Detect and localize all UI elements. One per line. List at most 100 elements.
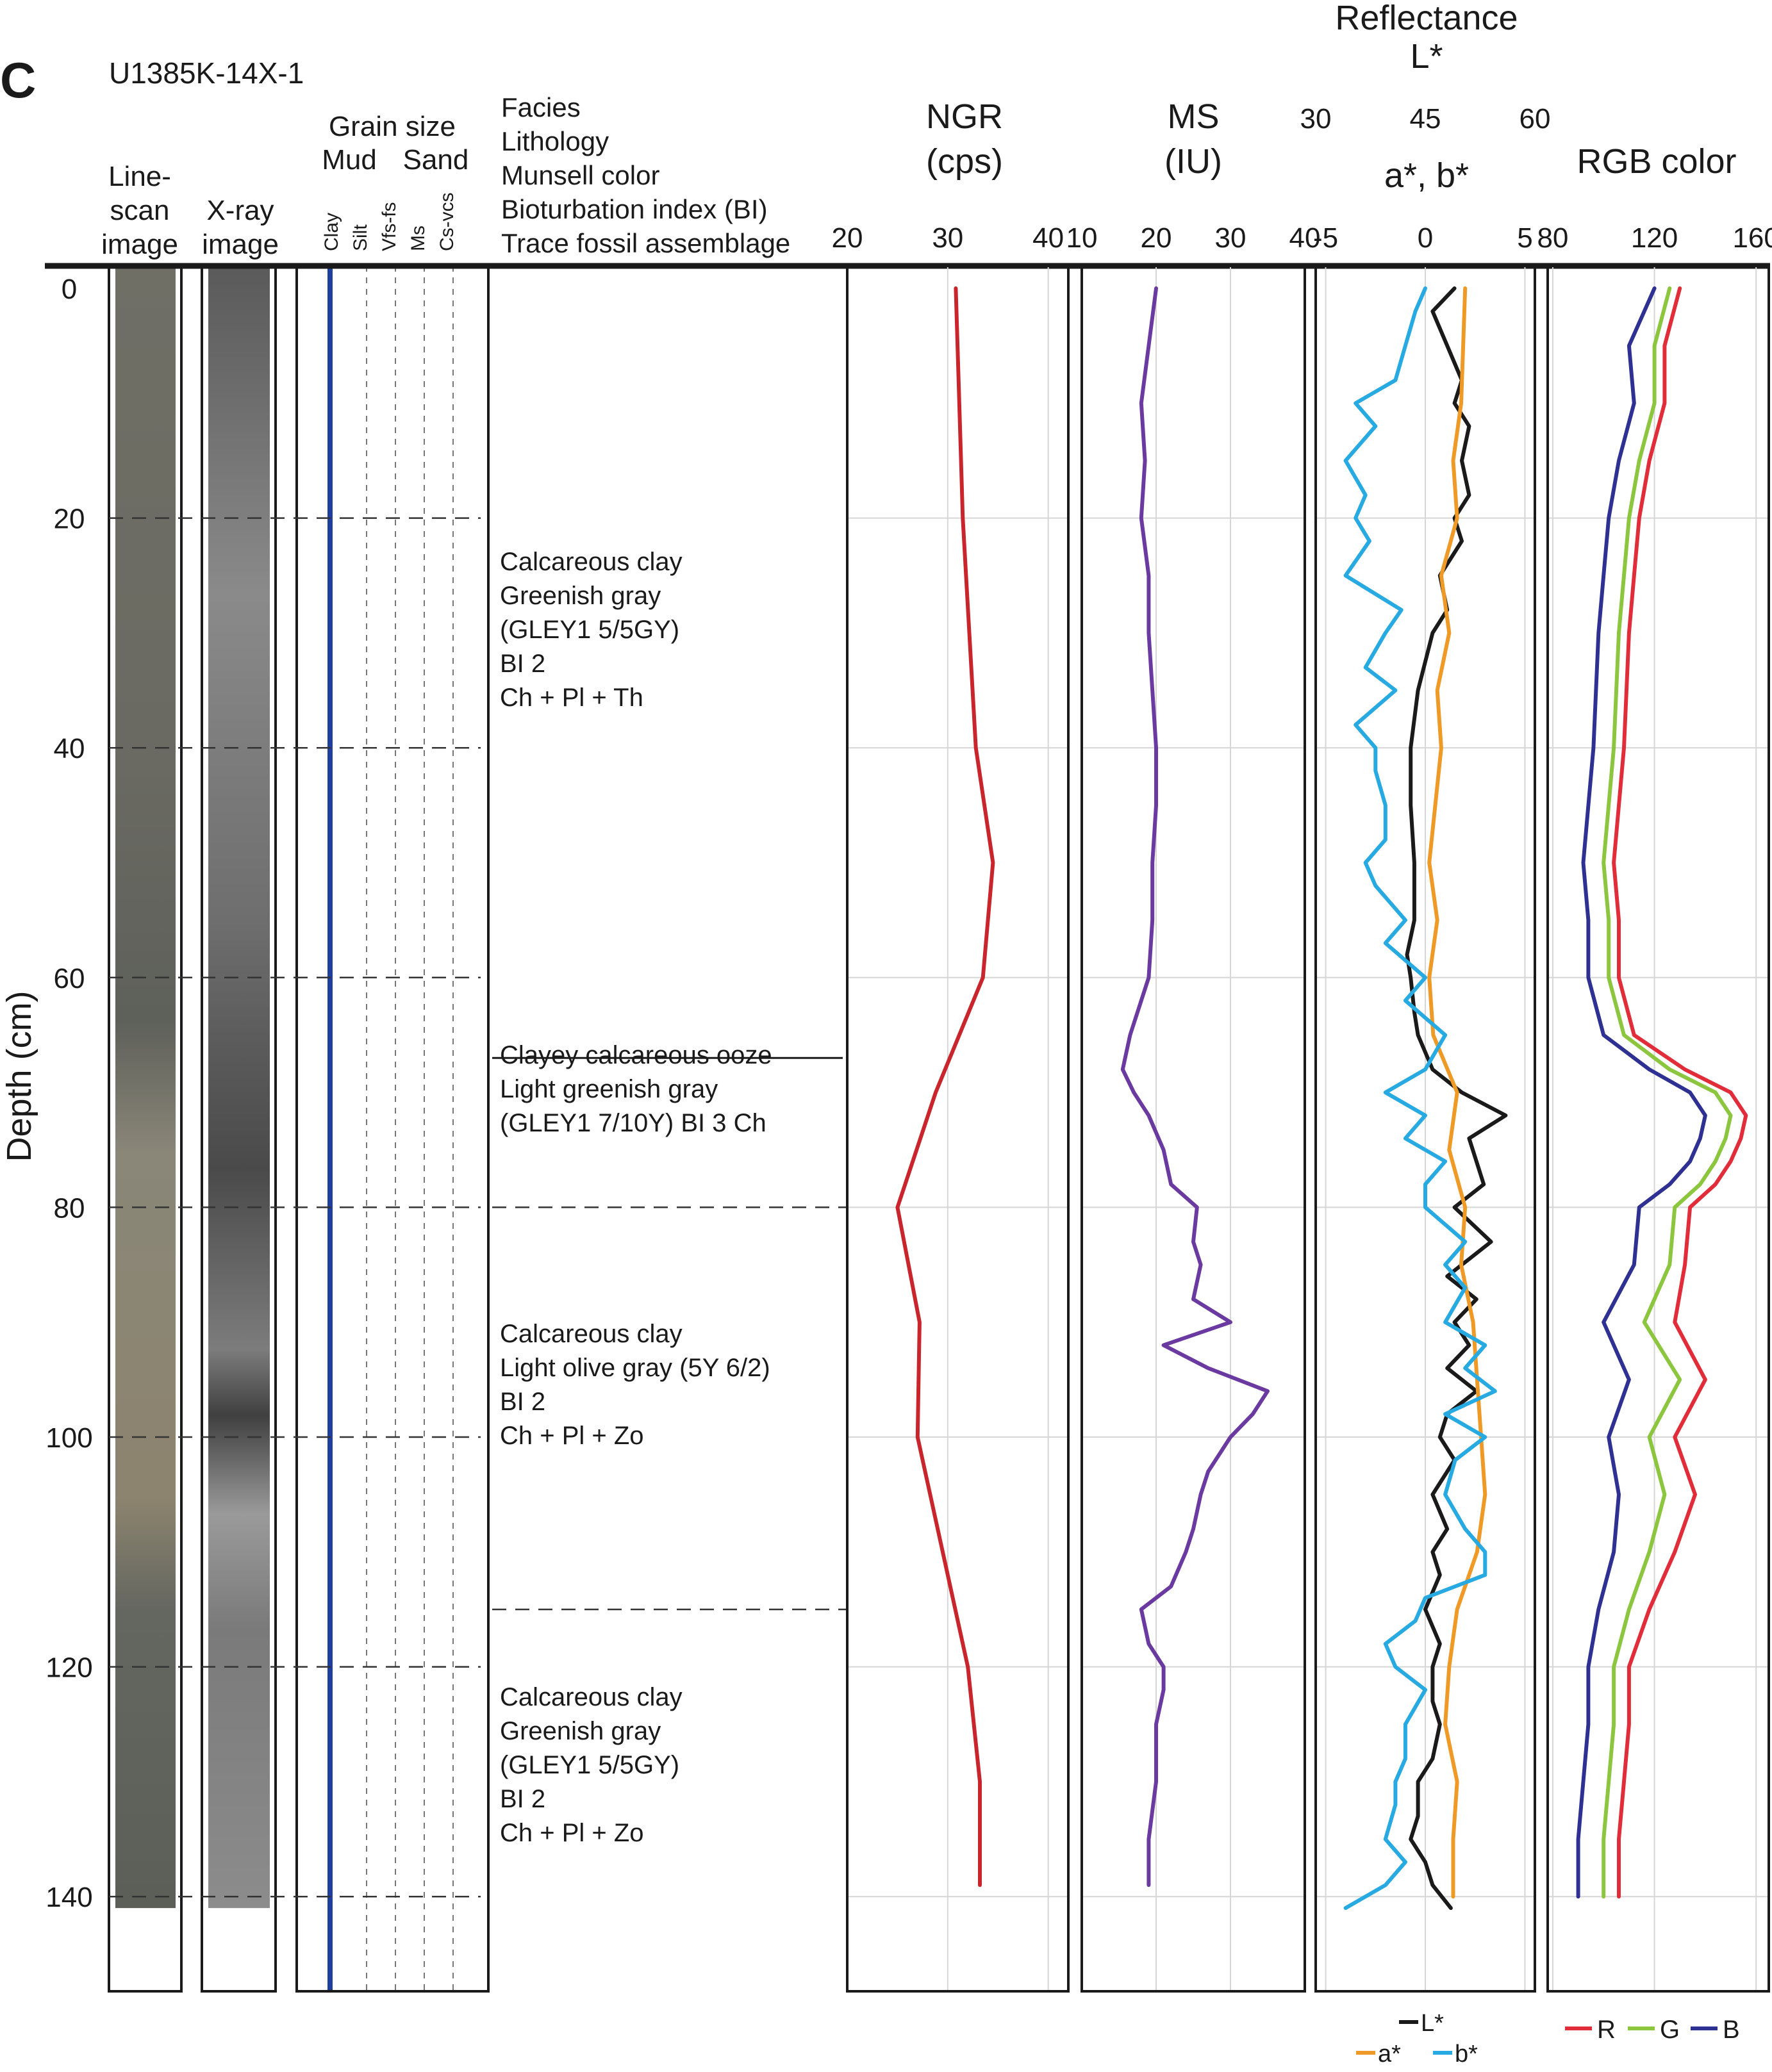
depth-axis: 0 20 40 60 80 100 120 140	[46, 274, 92, 1913]
x-tick-label: 30	[932, 222, 963, 254]
unit-line: Greenish gray	[500, 582, 661, 610]
figure-body: 0 20 40 60 80 100 120 140 Calcareous clay Greenis…	[45, 103, 1772, 2068]
legend-label-l: L*	[1421, 2010, 1444, 2037]
header-facies: Facies	[501, 92, 581, 122]
chart-frame	[846, 265, 1070, 1993]
linescan-image	[115, 266, 176, 1909]
header-trace-fossil: Trace fossil assemblage	[501, 228, 790, 258]
chart-2: -5 0 5 30 45 60	[1300, 103, 1551, 1993]
x-top-tick-label: 30	[1300, 103, 1332, 135]
unit-description: Calcareous clay Greenish gray (GLEY1 5/5GY…	[500, 1683, 683, 1847]
legend-label-g: G	[1660, 2016, 1680, 2044]
reflectance-ab-label: a*, b*	[1384, 156, 1469, 195]
series-line-l-star	[1405, 286, 1508, 1911]
series-line-g	[1602, 286, 1733, 1899]
header-lithology: Lithology	[501, 126, 609, 156]
ngr-unit: (cps)	[926, 142, 1003, 181]
unit-description: Clayey calcareous ooze Light greenish gra…	[500, 1041, 772, 1137]
x-tick-label: 80	[1537, 222, 1568, 254]
unit-line: BI 2	[500, 1388, 545, 1416]
series-line-b	[1576, 286, 1707, 1899]
x-tick-label: 120	[1631, 222, 1678, 254]
header-munsell: Munsell color	[501, 160, 659, 190]
chart-frame	[1546, 265, 1770, 1993]
rgb-title: RGB color	[1577, 142, 1736, 181]
unit-line: Calcareous clay	[500, 1320, 683, 1348]
x-tick-label: 10	[1066, 222, 1098, 254]
series-line-a-star	[1427, 286, 1487, 1899]
grain-size-frame	[295, 265, 490, 1993]
chart-frame	[1081, 265, 1306, 1993]
grain-size-mud: Mud	[322, 144, 377, 176]
grain-size-sand: Sand	[403, 144, 469, 176]
xray-label-1: X-ray	[206, 195, 274, 226]
unit-line: (GLEY1 5/5GY)	[500, 616, 679, 644]
legend-label-a: a*	[1378, 2041, 1401, 2068]
legend-label-b: B	[1723, 2016, 1740, 2044]
legend-label-b: b*	[1455, 2041, 1478, 2068]
x-tick-label: 5	[1517, 222, 1532, 254]
x-tick-label: 160	[1732, 222, 1772, 254]
unit-line: Ch + Pl + Zo	[500, 1819, 644, 1847]
ms-header: MS (IU)	[1164, 97, 1222, 181]
x-tick-label: 20	[1141, 222, 1172, 254]
unit-description: Calcareous clay Greenish gray (GLEY1 5/5GY…	[500, 548, 683, 712]
linescan-label-3: image	[101, 229, 178, 260]
unit-line: Light olive gray (5Y 6/2)	[500, 1354, 770, 1382]
linescan-label-1: Line-	[108, 161, 171, 192]
panel-letter: C	[0, 52, 36, 108]
unit-line: Ch + Pl + Th	[500, 684, 643, 712]
unit-line: (GLEY1 5/5GY)	[500, 1751, 679, 1779]
x-top-tick-label: 45	[1410, 103, 1441, 135]
ms-title: MS	[1168, 97, 1220, 136]
ms-unit: (IU)	[1164, 142, 1222, 181]
description-header: Facies Lithology Munsell color Bioturbat…	[501, 92, 790, 258]
header-bioturbation: Bioturbation index (BI)	[501, 194, 768, 224]
grain-class-vfs-fs: Vfs-fs	[379, 202, 400, 251]
unit-description: Calcareous clay Light olive gray (5Y 6/2)…	[500, 1320, 770, 1450]
xray-image	[208, 266, 270, 1909]
depth-tick-label: 120	[46, 1652, 92, 1684]
x-tick-label: -5	[1313, 222, 1338, 254]
chart-frame	[1314, 265, 1536, 1993]
reflectance-title: Reflectance	[1335, 0, 1518, 37]
unit-line: Ch + Pl + Zo	[500, 1422, 644, 1450]
depth-tick-label: 140	[46, 1882, 92, 1913]
x-tick-label: 0	[1418, 222, 1433, 254]
series-line-data	[895, 286, 995, 1887]
xray-header: X-ray image	[202, 195, 279, 260]
ngr-title: NGR	[926, 97, 1003, 136]
depth-tick-label: 20	[54, 504, 85, 535]
unit-line: Clayey calcareous ooze	[500, 1041, 772, 1069]
unit-line: Calcareous clay	[500, 548, 683, 576]
linescan-label-2: scan	[110, 195, 170, 226]
chart-1: 10 20 30 40	[1066, 222, 1321, 1993]
grain-class-cs-vcs: Cs-vcs	[436, 192, 458, 251]
core-id: U1385K-14X-1	[109, 56, 304, 90]
x-tick-label: 20	[832, 222, 863, 254]
unit-line: Light greenish gray	[500, 1075, 718, 1103]
unit-line: Calcareous clay	[500, 1683, 683, 1711]
unit-line: BI 2	[500, 1785, 545, 1813]
reflectance-header: Reflectance L* a*, b*	[1335, 0, 1518, 195]
depth-tick-label: 80	[54, 1192, 85, 1224]
x-tick-label: 40	[1032, 222, 1064, 254]
depth-tick-label: 60	[54, 963, 85, 994]
x-tick-label: 40	[1289, 222, 1321, 254]
unit-line: BI 2	[500, 650, 545, 678]
grain-class-ms: Ms	[408, 226, 429, 251]
grain-size-title: Grain size	[329, 111, 456, 142]
series-line-b-star	[1343, 286, 1497, 1911]
x-top-tick-label: 60	[1519, 103, 1551, 135]
reflectance-subtitle: L*	[1410, 37, 1443, 76]
depth-tick-label: 40	[54, 733, 85, 764]
x-tick-label: 30	[1215, 222, 1246, 254]
depth-tick-label: 100	[46, 1422, 92, 1454]
grain-class-silt: Silt	[350, 224, 371, 251]
legend-label-r: R	[1597, 2016, 1616, 2044]
ngr-header: NGR (cps)	[926, 97, 1003, 181]
series-line-data	[1120, 286, 1270, 1887]
grain-class-clay: Clay	[321, 213, 342, 251]
